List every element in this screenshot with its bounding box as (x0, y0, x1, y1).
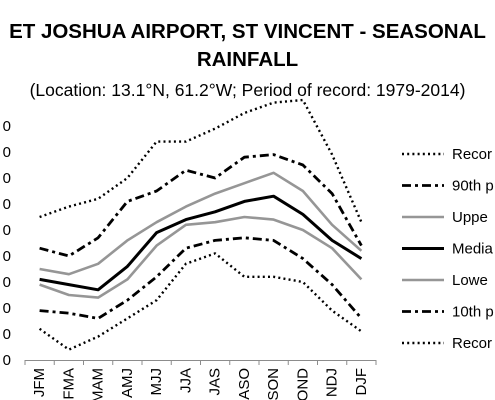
x-tick-label: NDJ (324, 368, 341, 397)
x-tick-label: ASO (236, 368, 253, 400)
legend-label-1: Recor (452, 146, 492, 163)
series-line-2 (39, 153, 363, 258)
series-line-6 (39, 236, 363, 320)
legend-label-7: Recor (452, 335, 492, 352)
x-tick-label: SON (265, 368, 282, 400)
series-line-5 (39, 215, 363, 299)
y-tick-label: 0 (3, 118, 11, 135)
y-tick-label: 0 (3, 326, 11, 343)
y-tick-label: 0 (3, 300, 11, 317)
y-tick-label: 0 (3, 222, 11, 239)
y-tick-label: 0 (3, 352, 11, 369)
x-tick-label: OND (294, 368, 311, 400)
x-tick-label: FMA (60, 368, 77, 400)
chart-title-line-1: ET JOSHUA AIRPORT, ST VINCENT - SEASONAL (9, 20, 486, 43)
chart-axes: JFM FMA MAM AMJ MJJ JJA JAS ASO SON OND NDJ DJF 0 0 0 0… (3, 118, 377, 400)
chart-series-group (38, 98, 363, 351)
legend-label-2: 90th p (452, 178, 494, 195)
series-line-7 (38, 252, 363, 351)
legend-label-5: Lowe (452, 272, 488, 289)
series-line-3 (39, 171, 363, 276)
x-tick-label: JJA (177, 368, 194, 393)
chart-subtitle: (Location: 13.1°N, 61.2°W; Period of rec… (29, 80, 466, 100)
chart-legend: Recor 90th p Uppe Media Lowe 10th p Recor (402, 146, 494, 352)
x-tick-label: MAM (90, 368, 107, 400)
x-tick-label: MJJ (148, 368, 165, 396)
y-tick-label: 0 (3, 248, 11, 265)
y-tick-label: 0 (3, 274, 11, 291)
x-tick-label: DJF (353, 368, 370, 396)
y-tick-label: 0 (3, 170, 11, 187)
legend-label-3: Uppe (452, 209, 488, 226)
legend-label-6: 10th p (452, 304, 494, 321)
series-line-1 (39, 98, 363, 223)
y-tick-label: 0 (3, 144, 11, 161)
x-tick-label: JFM (31, 368, 48, 397)
series-line-4 (39, 194, 363, 292)
x-tick-label: JAS (207, 368, 224, 396)
chart-title: ET JOSHUA AIRPORT, ST VINCENT - SEASONAL… (0, 18, 495, 74)
legend-label-4: Media (452, 241, 494, 258)
y-tick-label: 0 (3, 196, 11, 213)
chart-title-line-2: RAINFALL (196, 48, 299, 71)
x-tick-label: AMJ (119, 368, 136, 398)
